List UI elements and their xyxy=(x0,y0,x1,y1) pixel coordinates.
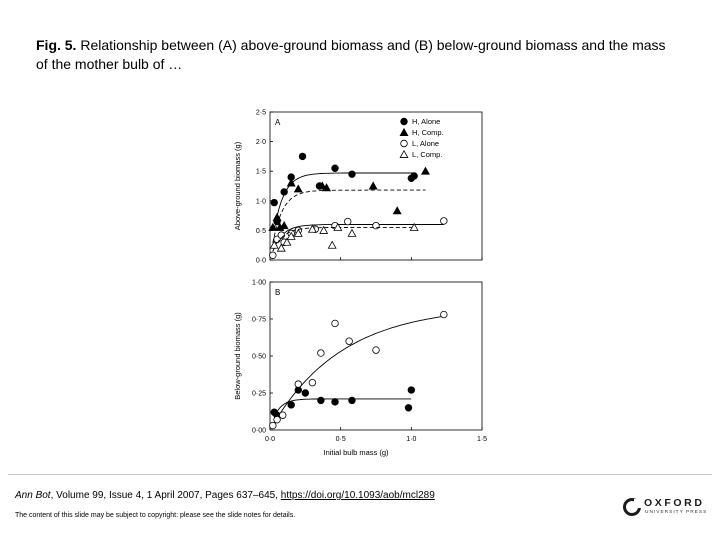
panel-a-ytick-label: 0·5 xyxy=(256,228,266,235)
panel-b-point xyxy=(279,411,287,419)
panel-b-frame xyxy=(269,281,483,431)
panel-a-point xyxy=(286,231,296,240)
panel-a-fit-line-2 xyxy=(272,224,444,252)
panel-b-xtick-label: 1·0 xyxy=(406,436,416,443)
panel-a-point xyxy=(282,237,292,246)
panel-a-point xyxy=(279,221,289,230)
caption-text: Relationship between (A) above-ground bi… xyxy=(36,37,666,72)
panel-b-xtick-label: 1·5 xyxy=(477,436,487,443)
panel-a-point xyxy=(317,181,327,190)
legend-label: L, Alone xyxy=(412,139,439,148)
panel-b-point xyxy=(317,396,325,405)
panel-b-ytick-label: 1·00 xyxy=(252,280,266,287)
citation-journal: Ann Bot xyxy=(15,490,51,501)
legend-marker xyxy=(399,149,409,158)
panel-a-point xyxy=(392,206,402,215)
legend-marker xyxy=(399,127,409,136)
oxford-logo: OXFORD UNIVERSITY PRESS xyxy=(622,496,712,520)
panel-a-point xyxy=(420,166,430,175)
panel-a-point xyxy=(368,181,378,190)
panel-a-point xyxy=(344,217,352,226)
panel-b-point xyxy=(269,421,277,430)
panel-a-point xyxy=(293,228,303,237)
figure-caption: Fig. 5. Relationship between (A) above-g… xyxy=(36,36,676,74)
panel-b-point xyxy=(372,346,380,354)
panel-b-point xyxy=(331,319,339,328)
panel-b-point xyxy=(440,310,448,319)
panel-b-point xyxy=(287,401,295,409)
panel-a-ytick-label: 1·5 xyxy=(256,169,266,176)
panel-b-fit-line-0 xyxy=(273,398,412,418)
panel-b-point xyxy=(308,378,317,387)
panel-a-point xyxy=(307,224,317,233)
panel-b-xtick-label: 0·5 xyxy=(336,436,346,443)
panel-a-point xyxy=(269,240,279,249)
panel-b-ytick-label: 0·75 xyxy=(252,317,266,324)
legend-label: H, Comp. xyxy=(412,128,444,137)
panel-b-ytick-label: 0·50 xyxy=(252,354,266,361)
panel-b-point xyxy=(273,415,281,424)
panel-a-point xyxy=(280,188,288,196)
publisher-name: OXFORD xyxy=(644,497,705,509)
panel-a-point xyxy=(322,183,332,192)
panel-b-point xyxy=(317,349,325,357)
panel-a-point xyxy=(293,184,303,193)
panel-a-point xyxy=(410,172,418,180)
copyright-notice: The content of this slide may be subject… xyxy=(15,512,296,519)
panel-a-frame xyxy=(269,111,483,261)
panel-b-point xyxy=(404,404,413,412)
legend-label: L, Comp. xyxy=(412,150,442,159)
biomass-figure: 0·0 0·5 1·0 1·5 2·0 2·5 Above-ground biomass (… xyxy=(233,110,487,458)
panel-a-point xyxy=(348,170,356,178)
legend-marker xyxy=(400,139,408,148)
panel-a-fit-line-1 xyxy=(272,189,426,243)
doi-link[interactable]: https://doi.org/10.1093/aob/mcl289 xyxy=(280,490,435,501)
panel-b-point xyxy=(345,337,353,345)
panel-b-point xyxy=(294,380,302,388)
panel-a-point xyxy=(319,225,329,234)
panel-b-ytick-label: 0·00 xyxy=(252,428,266,435)
legend-label: H, Alone xyxy=(412,117,440,126)
panel-b-point xyxy=(348,396,356,405)
panel-a-point xyxy=(347,228,357,237)
panel-a-fit-line-0 xyxy=(273,172,415,231)
panel-a-ytick-label: 2·0 xyxy=(256,139,266,146)
oxford-emblem-icon xyxy=(623,498,642,516)
legend-marker xyxy=(400,117,408,126)
citation: Ann Bot, Volume 99, Issue 4, 1 April 200… xyxy=(15,490,435,501)
panel-a-point xyxy=(270,198,278,207)
publisher-sub: UNIVERSITY PRESS xyxy=(645,510,708,515)
citation-details: , Volume 99, Issue 4, 1 April 2007, Page… xyxy=(50,490,278,501)
panel-a-point xyxy=(298,152,307,161)
panel-a-ytick-label: 2·5 xyxy=(256,110,266,117)
panel-a-point xyxy=(276,243,286,252)
panel-a-ylabel: Above-ground biomass (g) xyxy=(233,141,242,230)
panel-b-label: B xyxy=(275,288,280,297)
panel-a-point xyxy=(333,222,343,231)
panel-b-ylabel: Below-ground biomass (g) xyxy=(233,312,242,400)
caption-label: Fig. 5. xyxy=(36,37,77,53)
panel-a-point xyxy=(440,217,448,225)
panel-a-ytick-label: 1·0 xyxy=(256,198,266,205)
footer-divider xyxy=(8,474,712,475)
panel-a-point xyxy=(331,164,339,172)
panel-b-point xyxy=(301,389,310,397)
panel-a-ytick-label: 0·0 xyxy=(256,258,266,265)
panel-a-point xyxy=(286,178,296,187)
panel-a-fit-line-3 xyxy=(273,226,415,250)
panel-a-point xyxy=(269,251,277,259)
panel-a-point xyxy=(372,221,380,230)
panel-b-xlabel: Initial bulb mass (g) xyxy=(323,448,389,457)
panel-b-xtick-label: 0·0 xyxy=(265,436,275,443)
panel-a-point xyxy=(272,212,282,221)
panel-a-point xyxy=(409,222,419,231)
panel-a-label: A xyxy=(275,118,281,127)
panel-b-point xyxy=(407,386,416,394)
panel-a-point xyxy=(327,240,337,249)
panel-a-point xyxy=(268,222,278,231)
panel-b-fit-line-1 xyxy=(272,315,444,426)
panel-b-ytick-label: 0·25 xyxy=(252,391,266,398)
panel-b-point xyxy=(331,398,339,406)
